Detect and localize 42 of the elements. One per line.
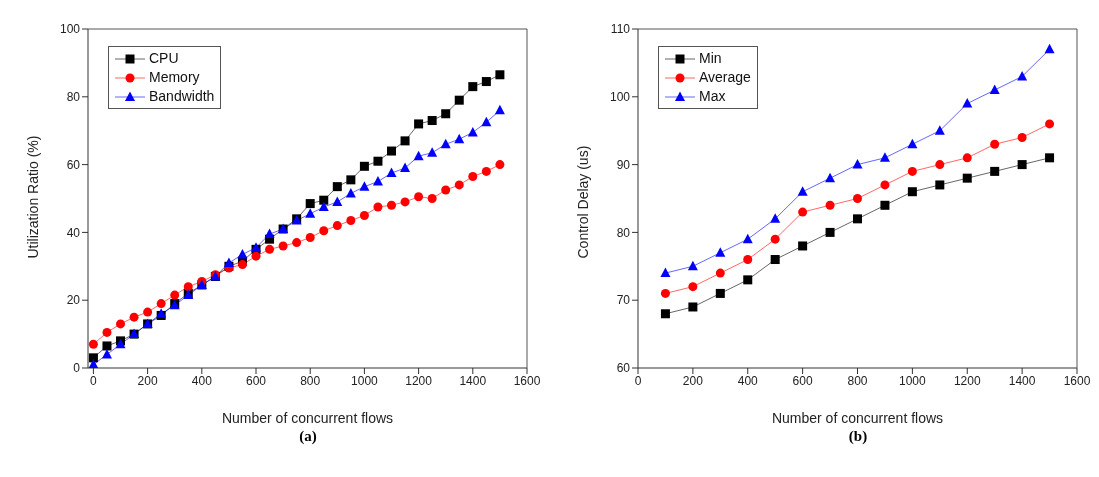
y-tick-label: 60 [616, 361, 631, 376]
y-tick-label: 80 [616, 225, 631, 240]
x-tick-label: 1600 [513, 373, 541, 388]
legend-label: Memory [149, 68, 200, 87]
x-tick-label: 400 [191, 373, 213, 388]
text: (b) [847, 428, 869, 445]
legend-label: Bandwidth [149, 87, 215, 106]
x-axis-title: Number of concurrent flows [771, 410, 944, 426]
x-tick-label: 600 [792, 373, 813, 388]
text: (a) [298, 428, 318, 445]
x-tick-label: 0 [634, 373, 642, 388]
y-tick-label: 100 [609, 90, 631, 105]
y-tick-label: 60 [66, 157, 81, 172]
x-axis-title: Number of concurrent flows [221, 410, 394, 426]
x-tick-label: 200 [682, 373, 704, 388]
y-tick-label: 80 [66, 90, 81, 105]
legend-label: Average [699, 68, 751, 87]
legend-label: Min [699, 49, 722, 68]
y-tick-label: 70 [616, 293, 631, 308]
legend-label: CPU [149, 49, 179, 68]
y-axis-title: Control Delay (us) [574, 145, 591, 259]
y-axis-title: Utilization Ratio (%) [24, 135, 41, 259]
x-tick-label: 1400 [1008, 373, 1036, 388]
y-tick-label: 0 [73, 361, 81, 376]
x-tick-label: 0 [90, 373, 98, 388]
x-tick-label: 200 [137, 373, 158, 388]
legend-label: Max [699, 87, 726, 106]
y-tick-label: 100 [59, 22, 81, 37]
x-tick-label: 600 [246, 373, 267, 388]
x-tick-label: 1200 [953, 373, 981, 388]
y-tick-label: 40 [66, 225, 81, 240]
x-tick-label: 800 [847, 373, 868, 388]
y-tick-label: 20 [66, 293, 81, 308]
x-tick-label: 1600 [1063, 373, 1091, 388]
x-tick-label: 400 [737, 373, 759, 388]
y-tick-label: 110 [610, 22, 631, 37]
x-tick-label: 1000 [899, 373, 927, 388]
x-tick-label: 1400 [459, 373, 487, 388]
y-tick-label: 90 [616, 157, 631, 172]
x-tick-label: 1200 [405, 373, 433, 388]
x-tick-label: 1000 [351, 373, 379, 388]
x-tick-label: 800 [300, 373, 321, 388]
